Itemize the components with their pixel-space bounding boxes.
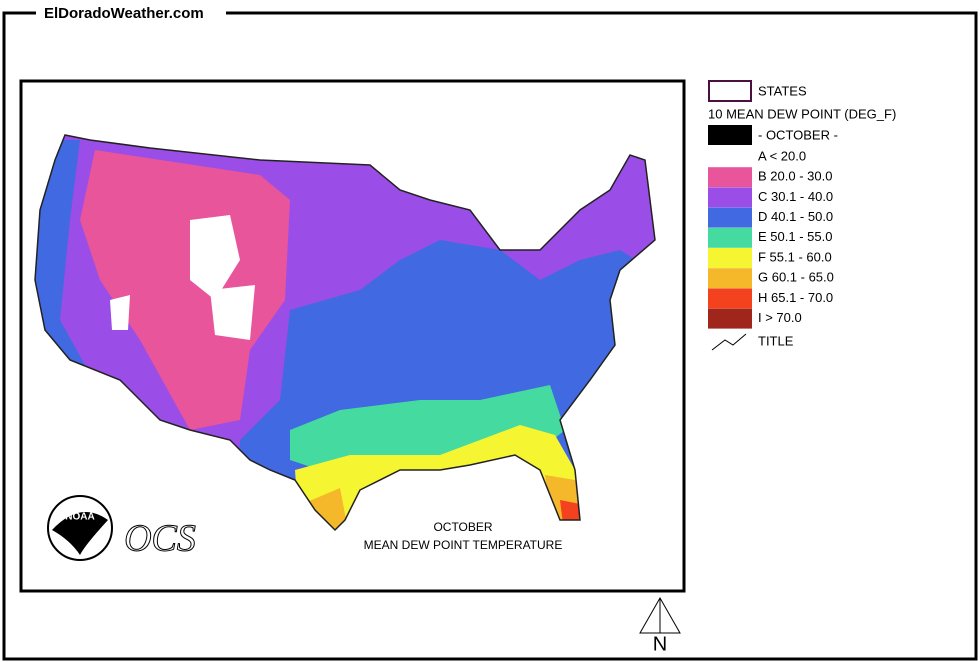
class-label: G 60.1 - 65.0 — [758, 270, 834, 285]
legend-text: - OCTOBER - — [758, 127, 838, 142]
class-swatch — [708, 187, 752, 208]
class-swatch — [708, 268, 752, 289]
class-label: H 65.1 - 70.0 — [758, 290, 833, 305]
region — [80, 150, 290, 430]
map-title: MEAN DEW POINT TEMPERATURE — [364, 538, 563, 552]
ocs-logo: OCS — [124, 518, 196, 560]
legend-text: TITLE — [758, 333, 794, 348]
class-label: B 20.0 - 30.0 — [758, 169, 832, 184]
class-swatch — [708, 167, 752, 188]
class-label: D 40.1 - 50.0 — [758, 209, 833, 224]
outer-frame — [2, 11, 978, 661]
title-symbol — [711, 333, 747, 351]
region — [190, 215, 240, 300]
class-label: C 30.1 - 40.0 — [758, 189, 833, 204]
region — [110, 295, 130, 330]
class-label: A < 20.0 — [758, 148, 806, 163]
class-swatch — [708, 207, 752, 228]
legend-text: 10 MEAN DEW POINT (DEG_F) — [708, 106, 896, 121]
class-swatch — [708, 288, 752, 309]
class-label: E 50.1 - 55.0 — [758, 229, 832, 244]
class-label: F 55.1 - 60.0 — [758, 249, 832, 264]
region — [210, 285, 255, 340]
states-swatch — [708, 80, 752, 102]
logo-text: NOAA — [65, 512, 94, 523]
class-swatch — [708, 308, 752, 329]
logo-bird — [52, 512, 108, 555]
map-title: OCTOBER — [433, 520, 492, 534]
class-swatch — [708, 227, 752, 248]
us-outline — [34, 134, 656, 532]
class-swatch — [708, 248, 752, 268]
site-title: ElDoradoWeather.com — [44, 5, 204, 22]
legend-classes: A < 20.0 B 20.0 - 30.0 C 30.1 - 40.0 D 40.1… — [708, 147, 834, 329]
period-swatch — [708, 125, 752, 145]
class-label: I > 70.0 — [758, 310, 802, 325]
legend-text: STATES — [758, 83, 807, 98]
north-label: N — [653, 633, 667, 655]
title-gap — [36, 4, 226, 24]
class-swatch — [708, 147, 752, 167]
